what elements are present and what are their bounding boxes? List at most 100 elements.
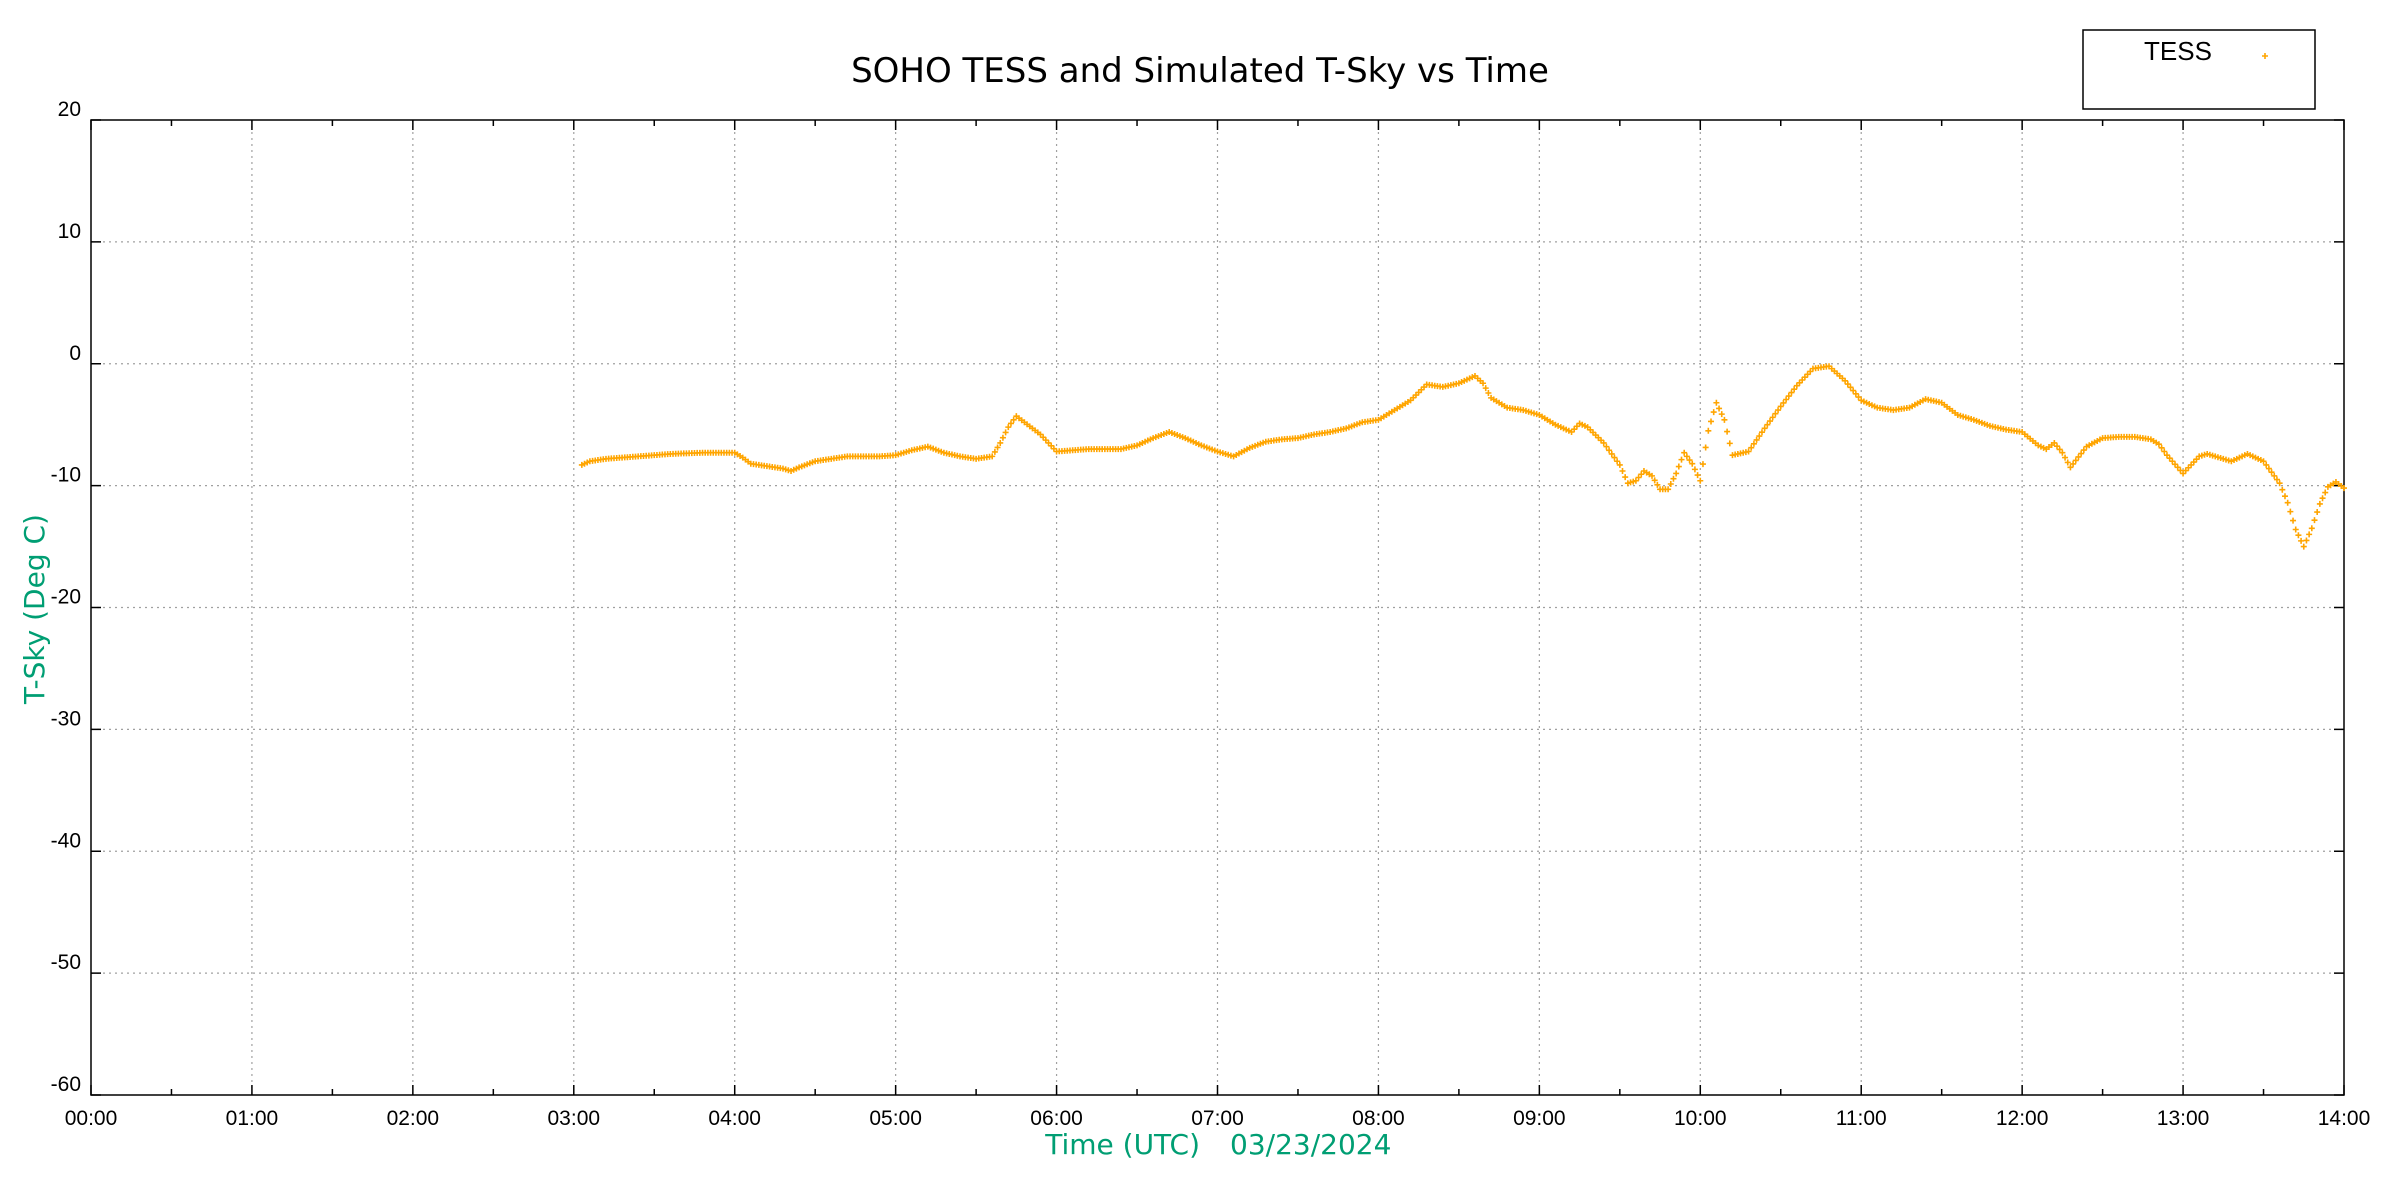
tess-point	[1855, 394, 1862, 401]
tess-point	[1724, 428, 1731, 435]
tess-point	[2295, 532, 2302, 539]
tess-point	[1772, 410, 1779, 417]
tess-point	[2306, 531, 2313, 538]
y-tick-label: 0	[69, 342, 81, 365]
tess-point	[2322, 489, 2329, 496]
tess-point	[2263, 461, 2270, 468]
tess-point	[2287, 508, 2294, 515]
x-tick-label: 08:00	[1352, 1107, 1405, 1130]
tess-point	[1758, 429, 1765, 436]
tess-point	[1702, 444, 1709, 451]
tess-point	[2161, 448, 2168, 455]
tess-point	[1649, 472, 1656, 479]
tess-point	[999, 434, 1006, 441]
x-tick-label: 07:00	[1191, 1107, 1244, 1130]
tess-point	[1482, 385, 1489, 392]
tess-point	[2300, 543, 2307, 550]
tess-point	[1686, 457, 1693, 464]
tess-point	[2260, 458, 2267, 465]
y-tick-label: 10	[58, 220, 81, 243]
tess-point	[1608, 450, 1615, 457]
tess-point	[2281, 493, 2288, 500]
tess-point	[1697, 477, 1704, 484]
tess-point	[997, 439, 1004, 446]
x-tick-label: 03:00	[548, 1107, 601, 1130]
tess-point	[1777, 403, 1784, 410]
tess-point	[989, 453, 996, 460]
x-tick-label: 02:00	[387, 1107, 440, 1130]
x-axis-date-label: 03/23/2024	[1230, 1128, 1391, 1161]
tess-point	[991, 448, 998, 455]
tess-point	[1756, 433, 1763, 440]
y-tick-label: -60	[51, 1073, 81, 1096]
x-tick-label: 12:00	[1996, 1107, 2049, 1130]
tess-point	[1785, 393, 1792, 400]
tess-point	[1678, 456, 1685, 463]
tess-point	[1010, 416, 1017, 423]
tess-point	[2064, 459, 2071, 466]
tess-point	[2265, 465, 2272, 472]
tess-point	[2273, 476, 2280, 483]
tess-point	[1651, 477, 1658, 484]
tess-point	[1780, 399, 1787, 406]
tess-point	[1654, 481, 1661, 488]
x-tick-label: 14:00	[2318, 1107, 2371, 1130]
x-tick-label: 10:00	[1674, 1107, 1727, 1130]
tess-point	[1842, 377, 1849, 384]
tess-point	[2319, 495, 2326, 502]
legend: TESS	[2082, 29, 2316, 110]
tess-point	[1788, 389, 1795, 396]
y-tick-label: -50	[51, 951, 81, 974]
tess-series	[578, 363, 2347, 550]
tess-point	[2298, 537, 2305, 544]
tess-point	[1638, 471, 1645, 478]
legend-marker-symbol	[2262, 53, 2268, 59]
tess-point	[2070, 460, 2077, 467]
tess-point	[2075, 453, 2082, 460]
tess-point	[1852, 390, 1859, 397]
tess-point	[1694, 472, 1701, 479]
tess-point	[1611, 454, 1618, 461]
tess-point	[2056, 446, 2063, 453]
tess-point	[1619, 468, 1626, 474]
tess-point	[1753, 436, 1760, 443]
tess-point	[1844, 381, 1851, 388]
legend-box	[2082, 29, 2316, 110]
tess-point	[1699, 461, 1706, 468]
tess-point	[2314, 509, 2321, 516]
tess-point	[2308, 525, 2315, 532]
tess-point	[2155, 441, 2162, 448]
tess-point	[1681, 449, 1688, 456]
x-tick-label: 11:00	[1836, 1107, 1887, 1130]
tess-point	[2316, 500, 2323, 507]
tess-point	[1675, 463, 1682, 470]
tess-point	[1480, 380, 1487, 387]
tess-point	[1761, 425, 1768, 432]
tess-point	[2080, 447, 2087, 454]
y-tick-label: -10	[51, 464, 81, 487]
tess-point	[1708, 418, 1715, 425]
tess-point	[1775, 407, 1782, 414]
chart-title: SOHO TESS and Simulated T-Sky vs Time	[851, 51, 1549, 91]
tess-point	[1716, 405, 1723, 412]
tess-point	[1750, 440, 1757, 447]
plot-frame	[90, 119, 2345, 1096]
tess-point	[2284, 499, 2291, 506]
x-axis-label: Time (UTC)	[1044, 1128, 1200, 1161]
y-axis-label: T-Sky (Deg C)	[18, 514, 51, 705]
tess-point	[1718, 411, 1725, 418]
gridlines	[91, 120, 2344, 1095]
tess-point	[2062, 454, 2069, 461]
tess-point	[2174, 464, 2181, 471]
y-tick-label: -40	[51, 829, 81, 852]
tess-point	[2271, 472, 2278, 479]
tess-point	[1767, 418, 1774, 425]
x-tick-label: 01:00	[226, 1107, 279, 1130]
tess-point	[1007, 420, 1014, 427]
tess-point	[2166, 455, 2173, 462]
tess-point	[2158, 444, 2165, 451]
x-tick-label: 06:00	[1030, 1107, 1083, 1130]
tess-point	[994, 444, 1001, 451]
tess-point	[1005, 424, 1012, 431]
